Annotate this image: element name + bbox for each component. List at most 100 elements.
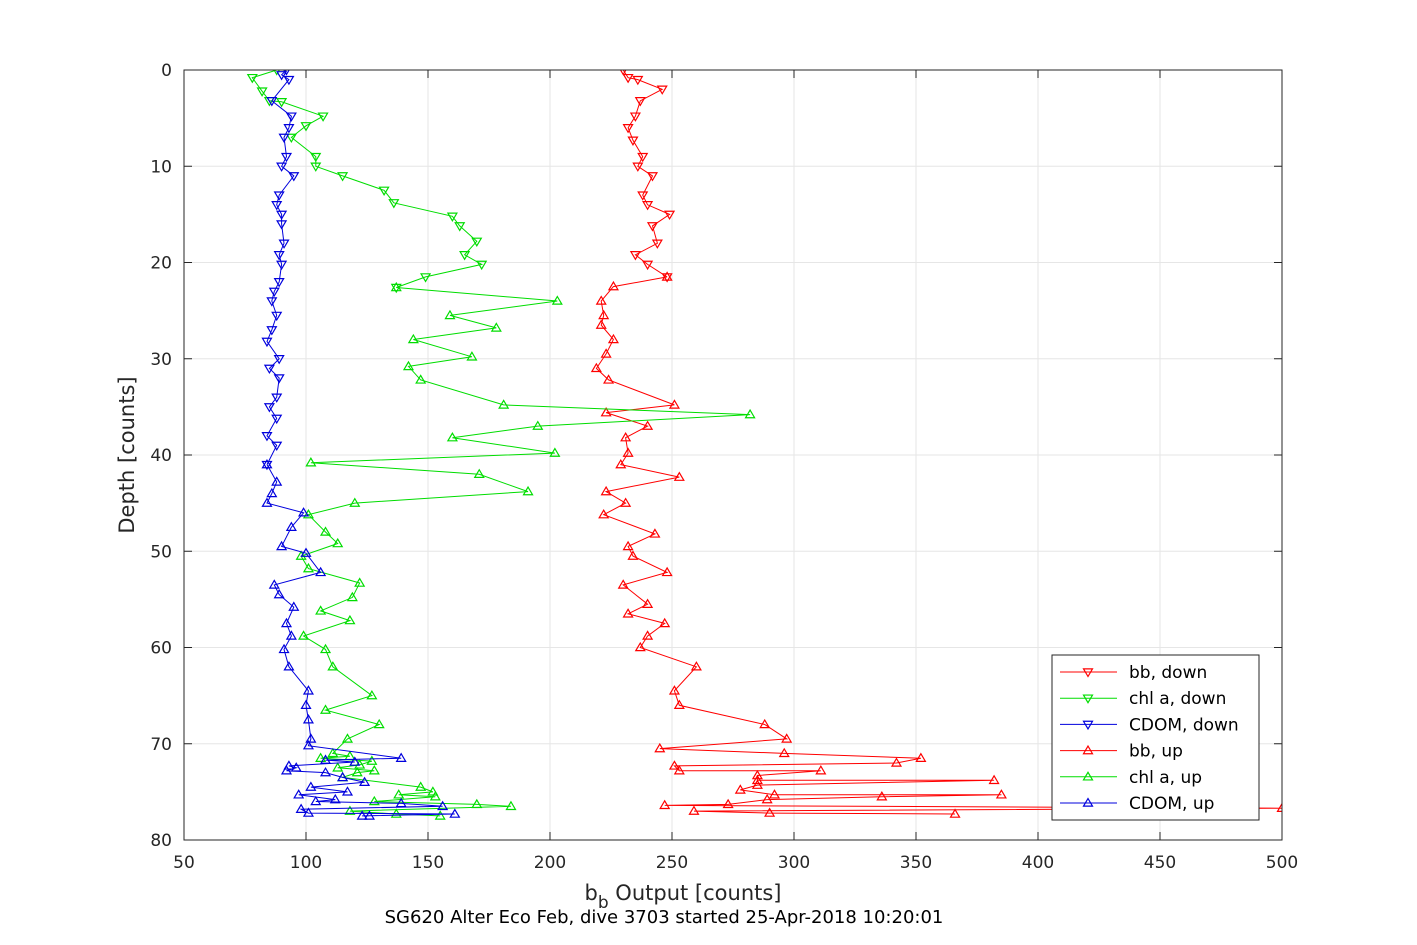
data-point [290, 762, 302, 772]
data-point [627, 550, 639, 560]
x-axis-label-main: b [584, 881, 597, 905]
x-tick-label: 250 [656, 853, 688, 873]
data-point [622, 73, 634, 84]
data-point [273, 588, 285, 599]
legend-swatch-marker [1082, 744, 1094, 755]
data-point [351, 766, 363, 777]
data-point [298, 630, 310, 640]
x-tick-label: 400 [1022, 853, 1054, 873]
data-point [317, 112, 329, 122]
data-point [305, 733, 317, 743]
data-point [283, 75, 295, 86]
data-point [261, 458, 273, 469]
data-point [256, 87, 268, 97]
data-point [668, 760, 680, 770]
data-point [300, 699, 312, 709]
data-point [734, 784, 746, 794]
data-point [988, 774, 1000, 785]
data-point [646, 172, 659, 182]
data-point [280, 765, 293, 775]
data-point [332, 762, 344, 772]
data-point [751, 774, 763, 785]
data-point [595, 319, 607, 329]
data-point [781, 733, 793, 743]
legend-label: CDOM, down [1129, 715, 1239, 735]
data-point [759, 718, 771, 729]
data-point [310, 152, 322, 163]
data-point [632, 75, 644, 86]
data-point [276, 71, 288, 81]
data-point [266, 326, 278, 336]
y-axis-label: Depth [counts] [115, 376, 139, 533]
x-tick-label: 50 [173, 853, 195, 873]
data-point [522, 485, 534, 496]
data-point [283, 124, 295, 134]
data-point [656, 85, 668, 95]
legend-label: chl a, up [1129, 768, 1202, 788]
data-point [315, 566, 327, 577]
data-point [268, 287, 280, 298]
data-point [344, 614, 356, 625]
data-point [434, 810, 446, 820]
data-point [368, 795, 380, 806]
data-point [298, 507, 310, 517]
data-point [271, 441, 283, 452]
data-point [471, 237, 483, 248]
data-point [415, 781, 427, 791]
data-point [283, 70, 290, 76]
data-point [271, 201, 283, 211]
data-point [890, 757, 903, 767]
data-point [642, 630, 654, 640]
data-point [632, 162, 644, 172]
data-point [271, 414, 283, 425]
data-point [263, 364, 275, 375]
data-point [366, 755, 378, 765]
data-point [337, 771, 349, 782]
data-point [751, 779, 763, 789]
data-point [446, 212, 458, 222]
data-point [603, 374, 615, 384]
data-point [276, 210, 288, 221]
data-point [363, 810, 375, 820]
data-point [302, 739, 314, 750]
data-point [300, 547, 312, 557]
data-point [337, 172, 349, 182]
data-point [673, 699, 685, 709]
x-tick-label: 450 [1144, 853, 1176, 873]
data-point [1276, 802, 1282, 812]
series-cdom-up [261, 458, 461, 820]
data-point [273, 70, 281, 76]
data-point [915, 752, 927, 762]
data-point [271, 393, 283, 403]
x-axis-label: bb Output [counts] [584, 881, 781, 913]
data-point [266, 487, 278, 498]
data-point [315, 605, 327, 615]
data-point [622, 124, 634, 134]
data-point [285, 521, 297, 531]
series-bb-up [590, 271, 1282, 818]
data-point [359, 776, 371, 786]
data-point [319, 754, 332, 764]
data-point [280, 617, 293, 628]
data-point [319, 766, 332, 777]
data-point [642, 598, 654, 608]
series-line [622, 70, 671, 278]
data-point [346, 591, 358, 602]
data-point [642, 420, 654, 430]
legend-swatch-marker [1082, 668, 1094, 678]
data-point [459, 251, 471, 261]
data-point [278, 643, 290, 654]
data-point [661, 271, 673, 281]
data-point [319, 643, 332, 654]
data-point [690, 661, 702, 671]
data-point [393, 789, 405, 799]
series-bb-down [619, 70, 676, 283]
data-point [276, 260, 288, 271]
data-point [600, 406, 612, 417]
data-point [319, 526, 332, 536]
data-point [305, 781, 317, 791]
data-point [273, 191, 285, 201]
data-point [761, 793, 773, 804]
data-point [390, 281, 402, 292]
data-point [598, 508, 610, 519]
